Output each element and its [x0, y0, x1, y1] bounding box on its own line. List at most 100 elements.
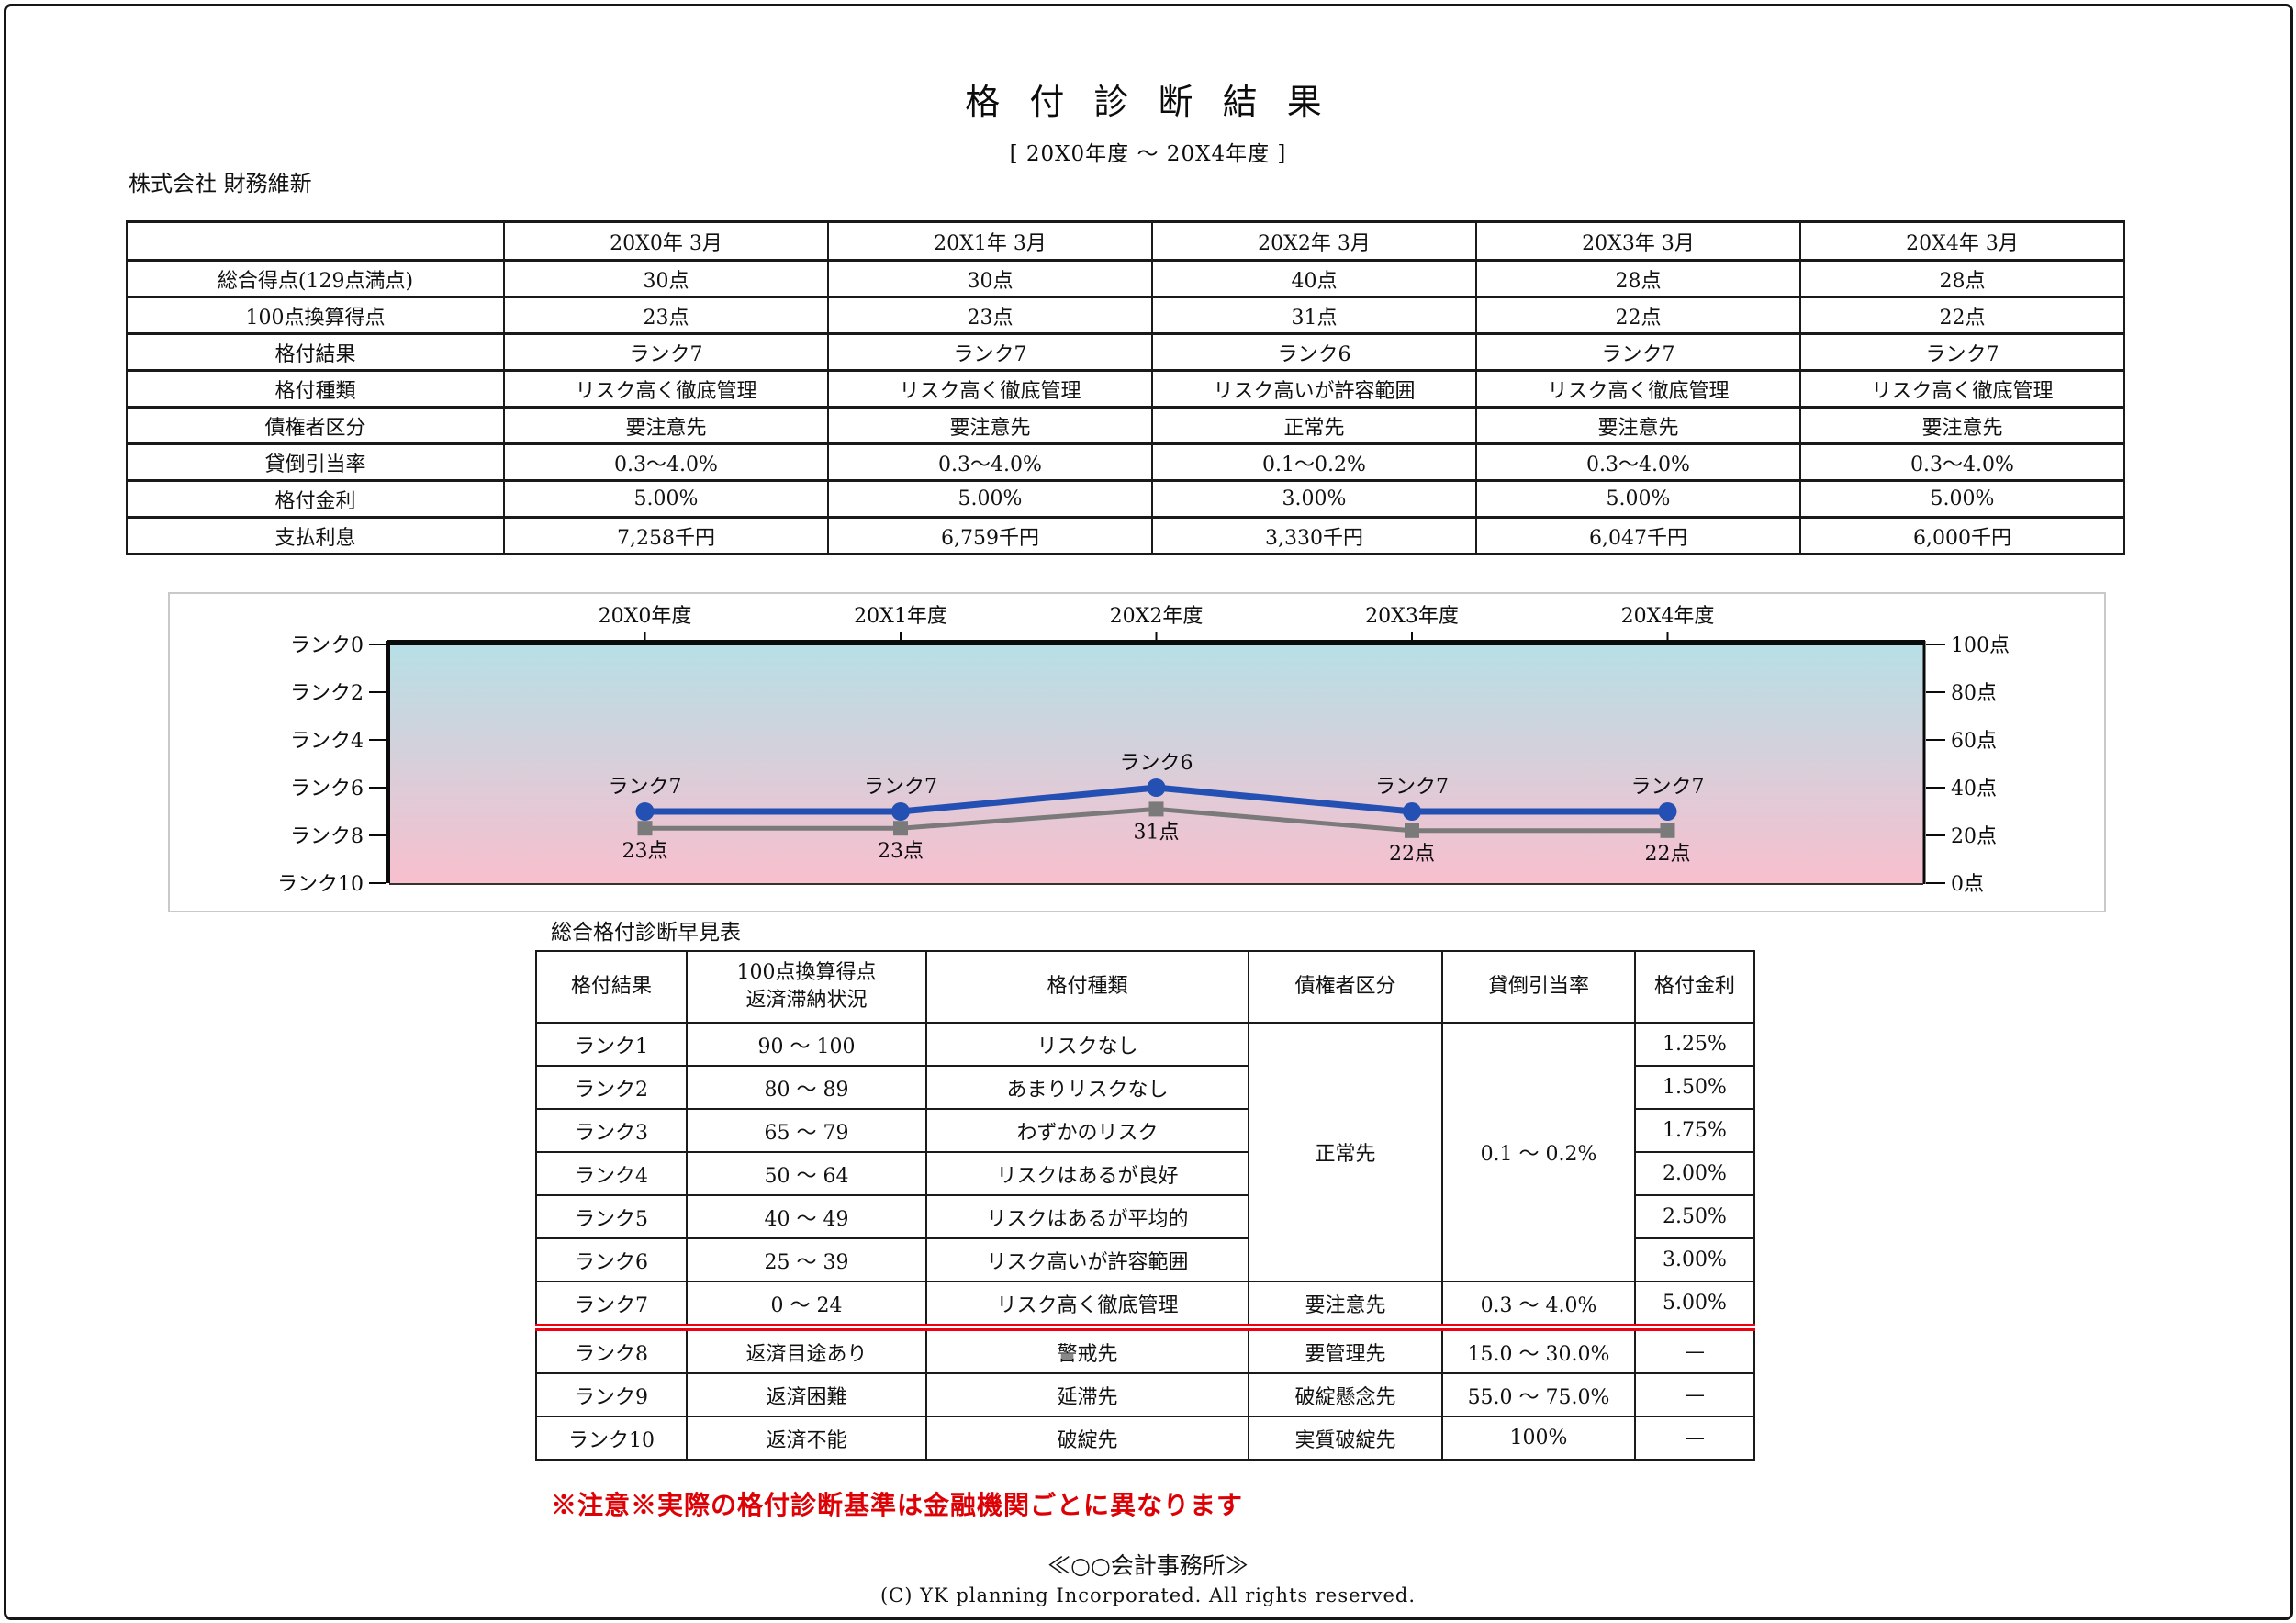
summary-row-label: 格付結果	[126, 332, 505, 372]
left-axis-tick-label: ランク2	[290, 682, 364, 705]
summary-cell: 6,000千円	[1799, 516, 2125, 555]
lookup-cell: わずかのリスク	[925, 1108, 1249, 1153]
summary-row: 格付種類 リスク高く徹底管理 リスク高く徹底管理 リスク高いが許容範囲 リスク高く徹底管…	[126, 369, 2125, 409]
summary-column-header: 20X0年 3月	[503, 220, 829, 262]
chart-point-label: 23点	[878, 840, 924, 863]
lookup-cell: 2.50%	[1634, 1194, 1755, 1239]
page-subtitle: [ 20X0年度 ～ 20X4年度 ]	[1009, 142, 1287, 166]
lookup-column-header: 貸倒引当率	[1441, 950, 1636, 1024]
summary-row: 総合得点(129点満点) 30点 30点 40点 28点 28点	[126, 259, 2125, 298]
lookup-cell: 0.3 ～ 4.0%	[1441, 1281, 1636, 1331]
summary-column-header: 20X4年 3月	[1799, 220, 2125, 262]
lookup-column-header: 格付金利	[1634, 950, 1755, 1024]
rating-chart: ランク0 ランク2 ランク4 ランク6 ランク8 ランク10 100点 80点 60点 40点 20…	[277, 605, 2010, 896]
summary-cell: ランク6	[1151, 332, 1477, 372]
summary-cell: 5.00%	[503, 479, 829, 519]
lookup-cell: 1.25%	[1634, 1022, 1755, 1067]
summary-cell: 28点	[1799, 259, 2125, 298]
left-axis-tick-label: ランク6	[290, 778, 364, 800]
lookup-row: ランク7 0 ～ 24 リスク高く徹底管理 要注意先 0.3 ～ 4.0% 5.00%	[535, 1281, 1755, 1331]
summary-cell: 5.00%	[1799, 479, 2125, 519]
chart-point-label: 23点	[622, 840, 668, 863]
chart-point	[1403, 802, 1421, 821]
summary-cell: 30点	[503, 259, 829, 298]
lookup-cell: ランク4	[535, 1151, 688, 1196]
right-axis-tick-label: 20点	[1951, 825, 1997, 848]
chart-point-label: ランク6	[1120, 752, 1193, 775]
lookup-cell: リスクはあるが良好	[925, 1151, 1249, 1196]
summary-column-header: 20X1年 3月	[827, 220, 1153, 262]
chart-point-label: ランク7	[609, 776, 682, 799]
category-label: 20X4年度	[1621, 605, 1715, 628]
category-label: 20X2年度	[1110, 605, 1204, 628]
summary-cell: ランク7	[503, 332, 829, 372]
summary-row: 支払利息 7,258千円 6,759千円 3,330千円 6,047千円 6,000千円	[126, 516, 2125, 555]
right-axis-tick-label: 0点	[1951, 873, 1984, 896]
chart-point-label: 31点	[1134, 821, 1180, 844]
summary-cell: 40点	[1151, 259, 1477, 298]
lookup-cell: ランク9	[535, 1372, 688, 1417]
right-axis-tick-label: 100点	[1951, 634, 2010, 657]
lookup-column-header: 格付種類	[925, 950, 1249, 1024]
lookup-cell: ランク7	[535, 1281, 688, 1331]
lookup-cell: リスクなし	[925, 1022, 1249, 1067]
lookup-cell: ランク8	[535, 1326, 688, 1374]
lookup-cell: 2.00%	[1634, 1151, 1755, 1196]
chart-point-label: ランク7	[1631, 776, 1705, 799]
summary-row: 貸倒引当率 0.3～4.0% 0.3～4.0% 0.1～0.2% 0.3～4.0% 0.3…	[126, 442, 2125, 482]
lookup-column-header: 債権者区分	[1248, 950, 1443, 1024]
lookup-cell: 15.0 ～ 30.0%	[1441, 1326, 1636, 1374]
summary-row: 100点換算得点 23点 23点 31点 22点 22点	[126, 296, 2125, 335]
chart-point-label: ランク7	[1375, 776, 1449, 799]
footer-office: ≪○○会計事務所≫	[1047, 1552, 1249, 1579]
chart-point	[637, 821, 653, 836]
summary-cell: リスク高いが許容範囲	[1151, 369, 1477, 409]
lookup-cell: 5.00%	[1634, 1281, 1755, 1331]
lookup-cell: 3.00%	[1634, 1237, 1755, 1282]
summary-cell: 正常先	[1151, 406, 1477, 445]
summary-cell: ランク7	[827, 332, 1153, 372]
summary-row: 格付金利 5.00% 5.00% 3.00% 5.00% 5.00%	[126, 479, 2125, 519]
chart-point	[1658, 802, 1677, 821]
lookup-cell: 25 ～ 39	[686, 1237, 927, 1282]
chart-point-label: 22点	[1645, 843, 1691, 866]
chart-point	[1660, 823, 1675, 838]
summary-cell: 0.3～4.0%	[827, 442, 1153, 482]
summary-row-label: 貸倒引当率	[126, 442, 505, 482]
summary-row-label: 格付種類	[126, 369, 505, 409]
lookup-cell: 返済困難	[686, 1372, 927, 1417]
lookup-cell: あまりリスクなし	[925, 1065, 1249, 1110]
left-axis-tick-label: ランク8	[290, 825, 364, 848]
company-name: 株式会社 財務維新	[129, 171, 312, 196]
lookup-cell: ランク2	[535, 1065, 688, 1110]
summary-header-row: 20X0年 3月 20X1年 3月 20X2年 3月 20X3年 3月 20X4年 3月	[126, 220, 2125, 262]
lookup-cell: ランク6	[535, 1237, 688, 1282]
right-axis-tick-label: 60点	[1951, 730, 1997, 753]
lookup-cell: —	[1634, 1372, 1755, 1417]
left-axis-tick-label: ランク10	[277, 873, 364, 896]
lookup-cell: 80 ～ 89	[686, 1065, 927, 1110]
chart-point-label: 22点	[1389, 843, 1435, 866]
chart-point-label: ランク7	[864, 776, 937, 799]
summary-cell: 6,759千円	[827, 516, 1153, 555]
lookup-cell: 1.75%	[1634, 1108, 1755, 1153]
summary-cell: リスク高く徹底管理	[1799, 369, 2125, 409]
summary-row-label: 総合得点(129点満点)	[126, 259, 505, 298]
summary-cell: 22点	[1475, 296, 1801, 335]
lookup-cell: リスク高く徹底管理	[925, 1281, 1249, 1331]
lookup-cell: 0 ～ 24	[686, 1281, 927, 1331]
summary-cell: 3,330千円	[1151, 516, 1477, 555]
summary-cell: リスク高く徹底管理	[827, 369, 1153, 409]
lookup-cell: 55.0 ～ 75.0%	[1441, 1372, 1636, 1417]
lookup-table: 格付結果 100点換算得点 返済滞納状況 格付種類 債権者区分 貸倒引当率 格付金利 ランク…	[535, 950, 1755, 1461]
lookup-cell: 警戒先	[925, 1326, 1249, 1374]
summary-cell: 要注意先	[1799, 406, 2125, 445]
lookup-cell: 65 ～ 79	[686, 1108, 927, 1153]
lookup-column-header: 格付結果	[535, 950, 688, 1024]
lookup-cell: リスク高いが許容範囲	[925, 1237, 1249, 1282]
chart-point	[635, 802, 655, 821]
footer-copyright: (C) YK planning Incorporated. All rights…	[879, 1584, 1417, 1606]
summary-cell: 31点	[1151, 296, 1477, 335]
lookup-cell: 要注意先	[1248, 1281, 1443, 1331]
lookup-table-title: 総合格付診断早見表	[551, 921, 741, 945]
